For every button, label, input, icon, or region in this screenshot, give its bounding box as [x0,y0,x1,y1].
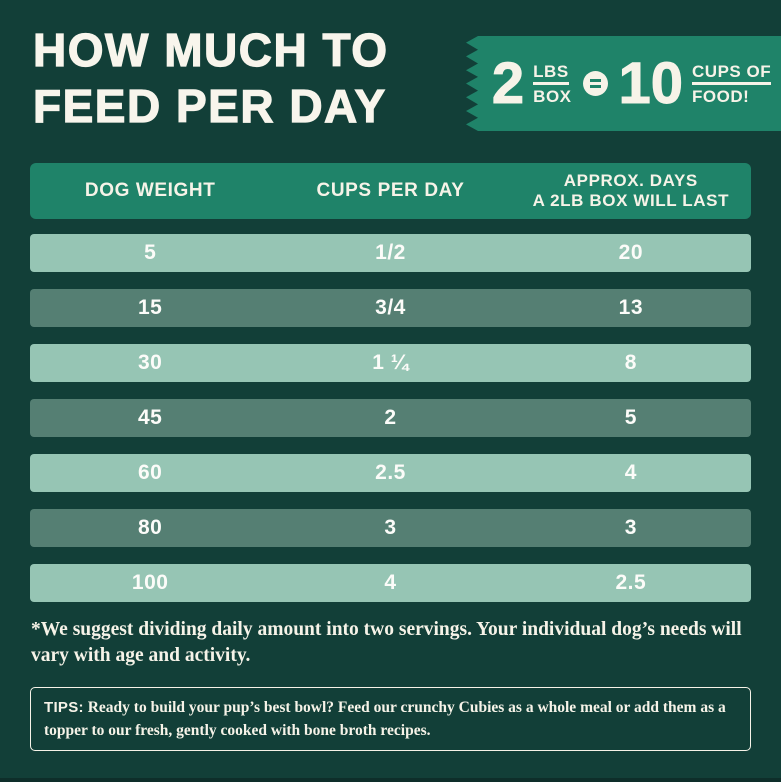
equals-bar-bottom [589,85,601,88]
badge-right-unit: CUPS OF FOOD! [692,62,772,106]
cell-cups: 3 [384,516,397,539]
cell-weight: 60 [137,461,163,484]
tips-label: TIPS: [44,699,84,716]
tips-box: TIPS: Ready to build your pup’s best bow… [30,687,751,751]
badge-left-unit: LBS BOX [533,62,571,106]
cell-cups: 4 [384,571,397,594]
table-row: 45 2 5 [30,399,751,437]
cell-days: 8 [624,351,637,374]
col-header-days-box-lasts: APPROX. DAYS A 2LB BOX WILL LAST [511,163,751,219]
table-header-row: DOG WEIGHT CUPS PER DAY APPROX. DAYS A 2… [30,163,751,219]
cell-cups: 2.5 [375,461,406,484]
cell-weight: 15 [137,296,163,319]
table-row: 15 3/4 13 [30,289,751,327]
cell-cups: 3/4 [375,296,406,319]
cell-days: 5 [624,406,637,429]
cell-cups: 1 ¼ [372,351,409,374]
cell-weight: 100 [131,571,169,594]
cell-weight: 5 [144,241,157,264]
table-row: 80 3 3 [30,509,751,547]
cell-cups: 2 [384,406,397,429]
cell-weight: 80 [137,516,163,539]
conversion-badge: 2 LBS BOX 10 CUPS OF FOOD! [466,36,781,131]
equals-icon [582,71,608,96]
serving-footnote: *We suggest dividing daily amount into t… [31,619,742,666]
col-header-days-line-1: APPROX. DAYS [563,171,698,190]
page-title: HOW MUCH TO FEED PER DAY [32,22,389,134]
col-header-cups-per-day: CUPS PER DAY [316,180,465,201]
cell-weight: 45 [137,406,163,429]
equals-bar-top [589,79,601,82]
cell-days: 2.5 [615,571,647,594]
col-header-dog-weight: DOG WEIGHT [84,180,216,201]
table-row: 100 4 2.5 [30,564,751,602]
title-line-2: FEED PER DAY [32,79,387,132]
table-row: 5 1/2 20 [30,234,751,272]
badge-right-number: 10 [618,50,684,116]
col-header-days-line-2: A 2LB BOX WILL LAST [532,191,730,210]
cell-days: 20 [618,241,643,264]
cell-weight: 30 [137,351,163,374]
cell-days: 4 [624,461,637,484]
badge-left-unit-top: LBS [533,62,569,85]
badge-right-unit-bottom: FOOD! [692,86,750,106]
badge-left-number: 2 [491,50,525,116]
cell-cups: 1/2 [375,241,406,264]
cell-days: 3 [624,516,637,539]
cell-days: 13 [618,296,643,319]
table-row: 30 1 ¼ 8 [30,344,751,382]
badge-right-unit-top: CUPS OF [692,62,772,85]
bottom-edge-strip [0,778,781,782]
table-row: 60 2.5 4 [30,454,751,492]
tips-text: Ready to build your pup’s best bowl? Fee… [44,699,726,739]
title-line-1: HOW MUCH TO [32,23,389,76]
badge-left-unit-bottom: BOX [533,86,572,106]
